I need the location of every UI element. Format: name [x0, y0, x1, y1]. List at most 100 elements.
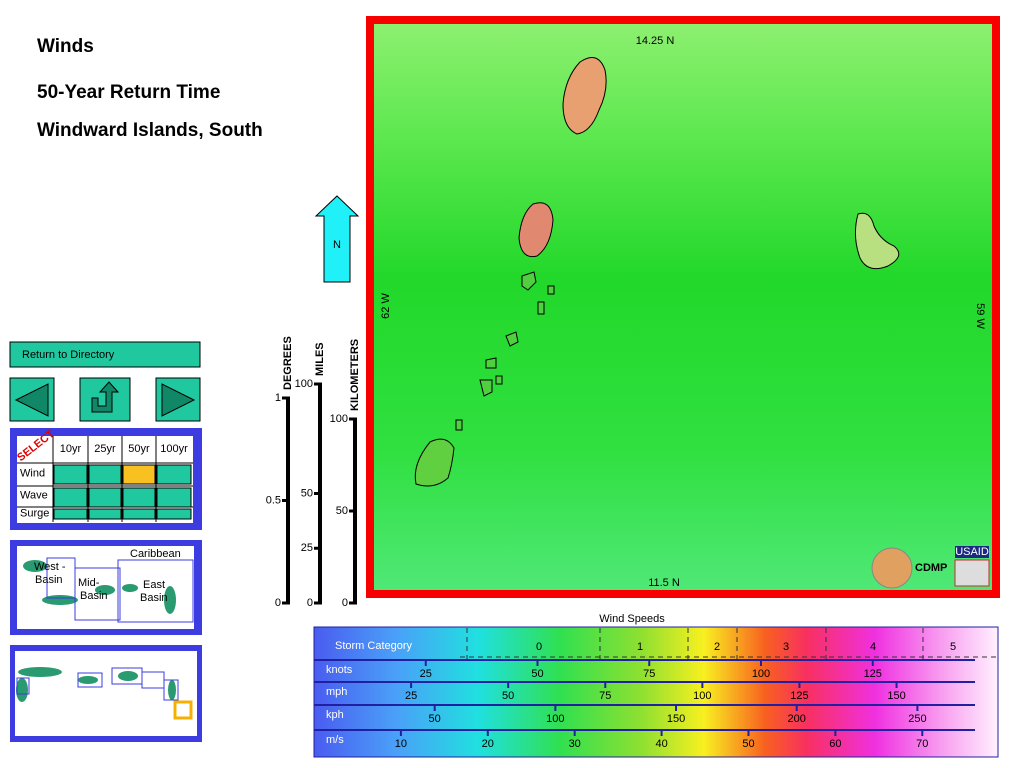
select-cell[interactable]: [53, 508, 88, 520]
map-label: 62 W: [380, 293, 392, 319]
region-label: Basin: [35, 574, 63, 586]
region-label: Caribbean: [130, 548, 181, 560]
speed-tick-label: 50: [742, 738, 754, 750]
usaid-logo: [955, 546, 989, 558]
map-label: 14.25 N: [636, 35, 675, 47]
scale-tick-label: 50: [301, 487, 313, 499]
speed-tick-label: 30: [569, 738, 581, 750]
select-cell[interactable]: [53, 464, 88, 485]
speed-tick-label: 40: [655, 738, 667, 750]
speed-tick-label: 125: [790, 690, 808, 702]
speed-tick-label: 50: [531, 668, 543, 680]
row-label: Surge: [20, 507, 49, 519]
select-cell[interactable]: [156, 464, 192, 485]
next-icon: [161, 383, 196, 417]
locator-bg: [15, 651, 197, 736]
speed-tick-label: 50: [429, 713, 441, 725]
speed-tick-label: 70: [916, 738, 928, 750]
scale-title: MILES: [314, 342, 326, 376]
scale-tick-label: 1: [275, 392, 281, 404]
unit-label: knots: [326, 664, 353, 676]
speed-tick-label: 150: [887, 690, 905, 702]
speed-tick-label: 75: [599, 690, 611, 702]
scale-tick-label: 0: [275, 597, 281, 609]
subtitle: 50-Year Return Time: [37, 82, 220, 103]
speed-tick-label: 60: [829, 738, 841, 750]
locator-boxes: [16, 667, 193, 720]
scale-tick-label: 25: [301, 542, 313, 554]
scale-tick-label: 100: [295, 378, 313, 390]
column-label: 100yr: [160, 443, 188, 455]
speed-tick-label: 125: [864, 668, 882, 680]
speed-tick-label: 20: [482, 738, 494, 750]
column-label: 50yr: [128, 443, 150, 455]
row-label: Wind: [20, 467, 45, 479]
scale-tick-label: 0.5: [266, 494, 281, 506]
select-cell[interactable]: [88, 508, 122, 520]
north-arrow: [314, 195, 360, 283]
region-label: Mid-: [78, 577, 100, 589]
scale-title: DEGREES: [282, 336, 294, 390]
return-button[interactable]: [9, 341, 201, 368]
scale-tick-label: 100: [330, 413, 348, 425]
nav-buttons: [9, 377, 201, 422]
speed-tick-label: 10: [395, 738, 407, 750]
map: [366, 16, 1000, 598]
category-label: 5: [950, 641, 956, 653]
scale-tick-label: 0: [342, 597, 348, 609]
select-cell[interactable]: [53, 487, 88, 508]
select-cell[interactable]: [122, 464, 156, 485]
up-icon: [91, 381, 120, 413]
category-label: 2: [714, 641, 720, 653]
speed-tick-label: 50: [502, 690, 514, 702]
region-label: East: [143, 579, 165, 591]
credit: CDMP: [915, 562, 947, 574]
speed-bar: [313, 626, 999, 758]
return-label: Return to Directory: [22, 349, 115, 361]
select-cell[interactable]: [122, 508, 156, 520]
select-cell[interactable]: [122, 487, 156, 508]
map-label: 59 W: [974, 303, 986, 329]
category-label: 4: [870, 641, 876, 653]
speed-tick-label: 25: [405, 690, 417, 702]
unit-label: m/s: [326, 734, 344, 746]
category-label: 0: [536, 641, 542, 653]
select-cell[interactable]: [156, 508, 192, 520]
speed-tick-label: 100: [693, 690, 711, 702]
speed-tick-label: 200: [788, 713, 806, 725]
speed-tick-label: 75: [643, 668, 655, 680]
region: Windward Islands, South: [37, 120, 263, 141]
region-label: Basin: [80, 590, 108, 602]
islands: [414, 57, 900, 487]
region-boxes: [46, 557, 194, 623]
prev-icon: [14, 383, 49, 417]
select-cell[interactable]: [88, 487, 122, 508]
category-title: Storm Category: [335, 640, 413, 652]
row-label: Wave: [20, 489, 48, 501]
speed-tick-label: 150: [667, 713, 685, 725]
map-label: 11.5 N: [648, 577, 680, 589]
speed-tick-label: 250: [908, 713, 926, 725]
region-label: West -: [34, 561, 66, 573]
speed-tick-label: 25: [420, 668, 432, 680]
scale-tick-label: 50: [336, 505, 348, 517]
unit-label: mph: [326, 686, 347, 698]
select-cell[interactable]: [156, 487, 192, 508]
handshake: [954, 559, 990, 587]
unit-label: kph: [326, 709, 344, 721]
speed-tick-label: 100: [546, 713, 564, 725]
logo-label: USAID: [955, 546, 989, 558]
scale-title: KILOMETERS: [349, 339, 361, 411]
category-label: 1: [637, 641, 643, 653]
scale-tick-label: 0: [307, 597, 313, 609]
up-button[interactable]: [79, 377, 131, 422]
region-label: Basin: [140, 592, 168, 604]
column-label: 25yr: [94, 443, 116, 455]
column-label: 10yr: [60, 443, 82, 455]
locator-shapes: [16, 667, 176, 702]
select-cell[interactable]: [88, 464, 122, 485]
title: Winds: [37, 36, 94, 57]
speed-tick-label: 100: [752, 668, 770, 680]
category-label: 3: [783, 641, 789, 653]
